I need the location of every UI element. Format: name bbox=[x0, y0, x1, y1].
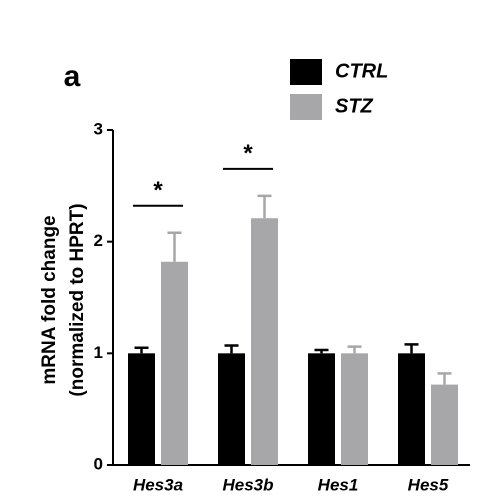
x-tick-label: Hes3a bbox=[133, 475, 183, 494]
legend-swatch bbox=[290, 59, 322, 85]
bar bbox=[341, 353, 368, 465]
y-label-line: mRNA fold change bbox=[39, 215, 60, 384]
x-tick-label: Hes1 bbox=[318, 475, 359, 494]
y-tick-label: 1 bbox=[94, 343, 103, 362]
bar bbox=[218, 353, 245, 465]
y-tick-label: 0 bbox=[94, 454, 103, 473]
bar bbox=[431, 384, 458, 465]
legend-label: CTRL bbox=[335, 60, 388, 82]
y-label: (normalized to HPRT) bbox=[67, 203, 88, 396]
significance-label: * bbox=[153, 177, 163, 204]
bar bbox=[161, 261, 188, 465]
y-tick-label: 3 bbox=[94, 119, 103, 138]
panel-label: a bbox=[64, 60, 81, 93]
bar bbox=[251, 218, 278, 465]
bar bbox=[128, 353, 155, 465]
bar bbox=[398, 353, 425, 465]
legend-label: STZ bbox=[335, 95, 374, 117]
bar bbox=[308, 353, 335, 465]
y-tick-label: 2 bbox=[94, 231, 103, 250]
y-label: mRNA fold change bbox=[39, 215, 60, 384]
legend-swatch bbox=[290, 94, 322, 120]
significance-label: * bbox=[243, 140, 253, 167]
x-tick-label: Hes5 bbox=[408, 475, 449, 494]
x-tick-label: Hes3b bbox=[222, 475, 273, 494]
y-label-line: (normalized to HPRT) bbox=[67, 203, 88, 396]
